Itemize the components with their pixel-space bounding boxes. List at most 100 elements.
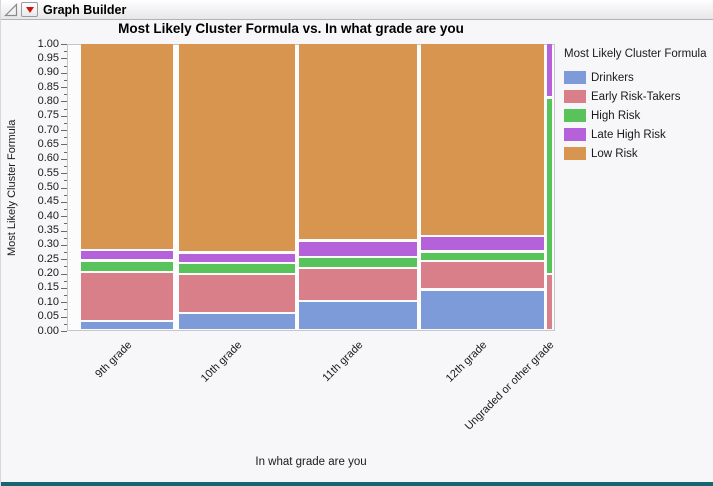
mosaic-segment-low-risk[interactable] xyxy=(298,43,417,240)
y-tick-label: 0.95 xyxy=(37,51,59,64)
y-tick-label: 0.55 xyxy=(37,166,59,179)
y-minor-tick-mark xyxy=(64,66,67,67)
y-tick-label: 0.15 xyxy=(37,281,59,294)
mosaic-segment-high-risk[interactable] xyxy=(81,261,174,271)
mosaic-segment-high-risk[interactable] xyxy=(420,252,544,260)
mosaic-column-12th-grade xyxy=(420,43,544,330)
red-triangle-icon xyxy=(25,6,34,13)
legend-item-late-high-risk[interactable]: Late High Risk xyxy=(564,125,712,144)
mosaic-segment-late-high-risk[interactable] xyxy=(547,43,552,97)
mosaic-segment-high-risk[interactable] xyxy=(547,98,552,273)
y-tick-mark xyxy=(61,159,67,160)
y-minor-tick-mark xyxy=(64,252,67,253)
legend-label: Low Risk xyxy=(591,147,638,160)
y-tick-label: 0.40 xyxy=(37,209,59,222)
y-tick-mark xyxy=(61,173,67,174)
mosaic-segment-early-risk-takers[interactable] xyxy=(420,262,544,289)
y-tick-mark xyxy=(61,101,67,102)
y-tick-label: 0.20 xyxy=(37,267,59,280)
y-minor-tick-mark xyxy=(64,324,67,325)
legend-label: Early Risk-Takers xyxy=(591,90,681,103)
x-tick-label-9th-grade[interactable]: 9th grade xyxy=(93,339,135,381)
mosaic-segment-high-risk[interactable] xyxy=(298,258,417,267)
y-minor-tick-mark xyxy=(64,137,67,138)
y-minor-tick-mark xyxy=(64,166,67,167)
mosaic-segment-early-risk-takers[interactable] xyxy=(178,274,295,312)
disclosure-triangle-icon[interactable] xyxy=(4,2,18,17)
panel-title: Graph Builder xyxy=(43,2,127,17)
red-triangle-menu-button[interactable] xyxy=(21,2,38,17)
y-tick-mark xyxy=(61,188,67,189)
y-tick-mark xyxy=(61,259,67,260)
y-tick-mark xyxy=(61,274,67,275)
y-tick-label: 0.75 xyxy=(37,109,59,122)
y-tick-mark xyxy=(61,231,67,232)
y-tick-mark xyxy=(61,202,67,203)
y-tick-label: 0.05 xyxy=(37,310,59,323)
y-tick-label: 0.45 xyxy=(37,195,59,208)
y-tick-label: 0.25 xyxy=(37,252,59,265)
mosaic-segment-late-high-risk[interactable] xyxy=(298,241,417,256)
y-tick-mark xyxy=(61,317,67,318)
legend-item-drinkers[interactable]: Drinkers xyxy=(564,68,712,87)
legend-title: Most Likely Cluster Formula xyxy=(564,48,707,60)
y-tick-mark xyxy=(61,87,67,88)
mosaic-segment-drinkers[interactable] xyxy=(298,302,417,329)
mosaic-segment-late-high-risk[interactable] xyxy=(178,253,295,262)
chart-title: Most Likely Cluster Formula vs. In what … xyxy=(118,21,464,36)
y-minor-tick-mark xyxy=(64,238,67,239)
bottom-status-strip xyxy=(1,482,713,486)
mosaic-column-11th-grade xyxy=(298,43,417,330)
y-tick-mark xyxy=(61,44,67,45)
mosaic-segment-low-risk[interactable] xyxy=(81,43,174,249)
mosaic-segment-early-risk-takers[interactable] xyxy=(298,269,417,301)
x-tick-label-11th-grade[interactable]: 11th grade xyxy=(320,339,366,385)
legend-swatch-icon[interactable] xyxy=(564,147,586,160)
y-minor-tick-mark xyxy=(64,94,67,95)
legend-swatch-icon[interactable] xyxy=(564,71,586,84)
y-minor-tick-mark xyxy=(64,180,67,181)
y-tick-label: 0.70 xyxy=(37,123,59,136)
y-minor-tick-mark xyxy=(64,109,67,110)
plot-area[interactable] xyxy=(67,43,555,331)
y-tick-label: 0.10 xyxy=(37,295,59,308)
legend-item-early-risk-takers[interactable]: Early Risk-Takers xyxy=(564,87,712,106)
legend-swatch-icon[interactable] xyxy=(564,109,586,122)
y-minor-tick-mark xyxy=(64,281,67,282)
y-axis-title[interactable]: Most Likely Cluster Formula xyxy=(6,119,18,256)
mosaic-segment-low-risk[interactable] xyxy=(420,43,544,235)
legend-item-high-risk[interactable]: High Risk xyxy=(564,106,712,125)
legend-swatch-icon[interactable] xyxy=(564,90,586,103)
y-minor-tick-mark xyxy=(64,123,67,124)
mosaic-segment-late-high-risk[interactable] xyxy=(420,237,544,251)
y-tick-mark xyxy=(61,73,67,74)
mosaic-segment-late-high-risk[interactable] xyxy=(81,250,174,260)
mosaic-column-9th-grade xyxy=(81,43,174,330)
x-tick-label-12th-grade[interactable]: 12th grade xyxy=(444,339,490,385)
legend-item-low-risk[interactable]: Low Risk xyxy=(564,144,712,163)
mosaic-segment-low-risk[interactable] xyxy=(178,43,295,252)
y-tick-mark xyxy=(61,116,67,117)
panel-header: Graph Builder xyxy=(1,0,713,20)
legend-swatch-icon[interactable] xyxy=(564,128,586,141)
mosaic-column-10th-grade xyxy=(178,43,295,330)
mosaic-segment-early-risk-takers[interactable] xyxy=(81,273,174,320)
legend-items: Drinkers Early Risk-Takers High Risk Late H… xyxy=(564,68,712,163)
y-minor-tick-mark xyxy=(64,223,67,224)
y-minor-tick-mark xyxy=(64,209,67,210)
x-axis-title[interactable]: In what grade are you xyxy=(255,456,367,468)
y-tick-label: 0.50 xyxy=(37,181,59,193)
y-minor-tick-mark xyxy=(64,80,67,81)
y-tick-label: 0.00 xyxy=(37,324,59,337)
mosaic-segment-drinkers[interactable] xyxy=(420,290,544,329)
mosaic-segment-high-risk[interactable] xyxy=(178,264,295,273)
y-tick-mark xyxy=(61,245,67,246)
mosaic-segment-drinkers[interactable] xyxy=(178,313,295,329)
y-tick-mark xyxy=(61,144,67,145)
x-tick-label-10th-grade[interactable]: 10th grade xyxy=(198,339,245,385)
mosaic-segment-drinkers[interactable] xyxy=(81,321,174,329)
y-tick-mark xyxy=(61,302,67,303)
y-tick-mark xyxy=(61,58,67,59)
mosaic-segment-early-risk-takers[interactable] xyxy=(547,274,552,329)
